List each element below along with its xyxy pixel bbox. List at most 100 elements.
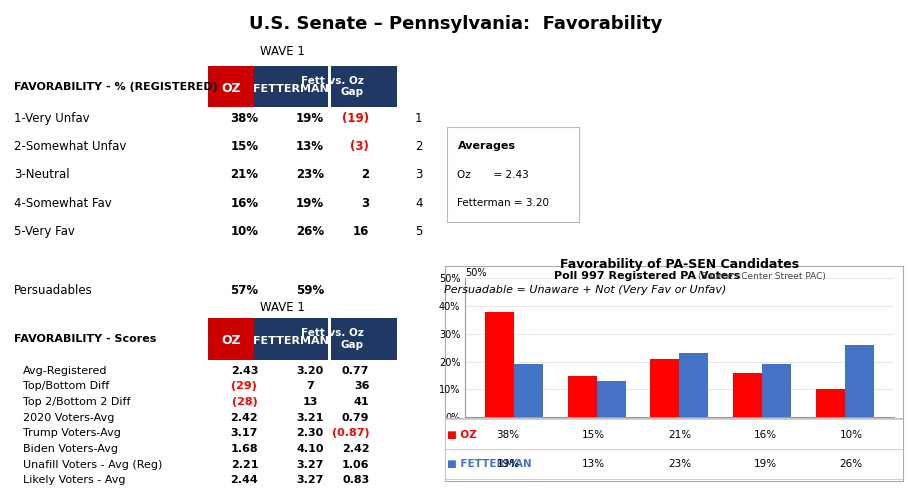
Bar: [513, 365, 542, 417]
Text: 7: 7: [306, 382, 313, 391]
Text: Top/Bottom Diff: Top/Bottom Diff: [23, 382, 109, 391]
Text: 16%: 16%: [752, 430, 776, 440]
Text: 2.42: 2.42: [230, 413, 258, 423]
Text: OZ: OZ: [221, 334, 241, 347]
Text: 19%: 19%: [296, 112, 323, 124]
Text: WAVE 1: WAVE 1: [260, 301, 305, 314]
Text: 19%: 19%: [296, 197, 323, 209]
Text: 1: 1: [415, 112, 422, 124]
Text: 2-Somewhat Unfav: 2-Somewhat Unfav: [14, 140, 126, 153]
Text: 2020 Voters-Avg: 2020 Voters-Avg: [23, 413, 114, 423]
Text: 23%: 23%: [296, 168, 323, 181]
Text: Top 2/Bottom 2 Diff: Top 2/Bottom 2 Diff: [23, 397, 130, 407]
Text: 0.83: 0.83: [342, 475, 369, 485]
Text: 4: 4: [415, 197, 422, 209]
Text: 0.79: 0.79: [342, 413, 369, 423]
Text: 13: 13: [302, 397, 317, 407]
Text: 4.10: 4.10: [296, 444, 323, 454]
Text: 16: 16: [353, 225, 369, 238]
Text: (19): (19): [342, 112, 369, 124]
Text: Poll 997 Registered PA Voters: Poll 997 Registered PA Voters: [554, 271, 740, 281]
Text: (0.87): (0.87): [332, 428, 369, 438]
Text: Biden Voters-Avg: Biden Voters-Avg: [23, 444, 118, 454]
Text: 41: 41: [353, 397, 369, 407]
Bar: [732, 373, 762, 417]
Text: FAVORABILITY - Scores: FAVORABILITY - Scores: [14, 334, 156, 344]
Bar: [650, 359, 679, 417]
Text: 2.21: 2.21: [230, 460, 258, 469]
Text: 16%: 16%: [230, 197, 258, 209]
Text: ■ FETTERMAN: ■ FETTERMAN: [447, 459, 531, 469]
Bar: [679, 353, 708, 417]
Bar: [815, 389, 844, 417]
Text: Trump Voters-Avg: Trump Voters-Avg: [23, 428, 120, 438]
Text: FETTERMAN: FETTERMAN: [252, 336, 329, 346]
Bar: [762, 365, 791, 417]
Text: 1-Very Unfav: 1-Very Unfav: [14, 112, 89, 124]
Text: 13%: 13%: [581, 459, 605, 469]
Text: 26%: 26%: [838, 459, 862, 469]
Text: 23%: 23%: [667, 459, 691, 469]
Text: 3.21: 3.21: [296, 413, 323, 423]
Text: 2.44: 2.44: [230, 475, 258, 485]
Text: 2.43: 2.43: [230, 366, 258, 376]
Text: 59%: 59%: [296, 284, 323, 297]
Text: 36: 36: [353, 382, 369, 391]
Text: U.S. Senate – Pennsylvania:  Favorability: U.S. Senate – Pennsylvania: Favorability: [249, 15, 662, 33]
Text: 1.06: 1.06: [342, 460, 369, 469]
Text: 57%: 57%: [230, 284, 258, 297]
Text: 19%: 19%: [496, 459, 519, 469]
Text: Persuadable = Unaware + Not (Very Fav or Unfav): Persuadable = Unaware + Not (Very Fav or…: [444, 285, 726, 295]
Bar: [567, 376, 596, 417]
Text: Oz       = 2.43: Oz = 2.43: [457, 170, 528, 180]
Text: 1.68: 1.68: [230, 444, 258, 454]
Text: (Source:  Center Street PAC): (Source: Center Street PAC): [697, 272, 824, 281]
Text: 4-Somewhat Fav: 4-Somewhat Fav: [14, 197, 111, 209]
Text: 3: 3: [415, 168, 422, 181]
Text: 38%: 38%: [230, 112, 258, 124]
Text: 0.77: 0.77: [342, 366, 369, 376]
Text: Unafill Voters - Avg (Reg): Unafill Voters - Avg (Reg): [23, 460, 162, 469]
Text: WAVE 1: WAVE 1: [260, 45, 305, 58]
Bar: [844, 345, 874, 417]
Text: 15%: 15%: [230, 140, 258, 153]
Text: 21%: 21%: [230, 168, 258, 181]
Text: 3.27: 3.27: [296, 475, 323, 485]
Text: 3.20: 3.20: [296, 366, 323, 376]
Text: FAVORABILITY - % (REGISTERED): FAVORABILITY - % (REGISTERED): [14, 81, 217, 92]
Text: 10%: 10%: [838, 430, 862, 440]
Text: 21%: 21%: [667, 430, 691, 440]
Text: 3.27: 3.27: [296, 460, 323, 469]
Bar: [484, 311, 513, 417]
Text: Persuadables: Persuadables: [14, 284, 92, 297]
Text: 2.42: 2.42: [342, 444, 369, 454]
Text: FETTERMAN: FETTERMAN: [252, 84, 329, 94]
Text: 5-Very Fav: 5-Very Fav: [14, 225, 75, 238]
Text: (28): (28): [231, 397, 257, 407]
Text: ■ OZ: ■ OZ: [447, 430, 476, 440]
Text: Likely Voters - Avg: Likely Voters - Avg: [23, 475, 125, 485]
Text: 50%: 50%: [465, 268, 486, 278]
Text: 13%: 13%: [296, 140, 323, 153]
Text: 5: 5: [415, 225, 422, 238]
Text: 3.17: 3.17: [230, 428, 258, 438]
Text: 10%: 10%: [230, 225, 258, 238]
Text: Fett vs. Oz
Gap: Fett vs. Oz Gap: [301, 76, 363, 98]
Text: Averages: Averages: [457, 141, 515, 151]
Text: (3): (3): [350, 140, 369, 153]
Bar: [596, 381, 625, 417]
Text: 38%: 38%: [496, 430, 519, 440]
Text: OZ: OZ: [221, 82, 241, 95]
Text: 3: 3: [361, 197, 369, 209]
Text: 2: 2: [415, 140, 422, 153]
Text: (29): (29): [231, 382, 257, 391]
Text: 15%: 15%: [581, 430, 605, 440]
Text: 19%: 19%: [752, 459, 776, 469]
Text: 2: 2: [361, 168, 369, 181]
Text: 2.30: 2.30: [296, 428, 323, 438]
Text: Favorability of PA-SEN Candidates: Favorability of PA-SEN Candidates: [559, 258, 798, 271]
Text: 26%: 26%: [296, 225, 323, 238]
Text: Avg-Registered: Avg-Registered: [23, 366, 107, 376]
Text: 3-Neutral: 3-Neutral: [14, 168, 69, 181]
Text: Fetterman = 3.20: Fetterman = 3.20: [457, 198, 548, 208]
